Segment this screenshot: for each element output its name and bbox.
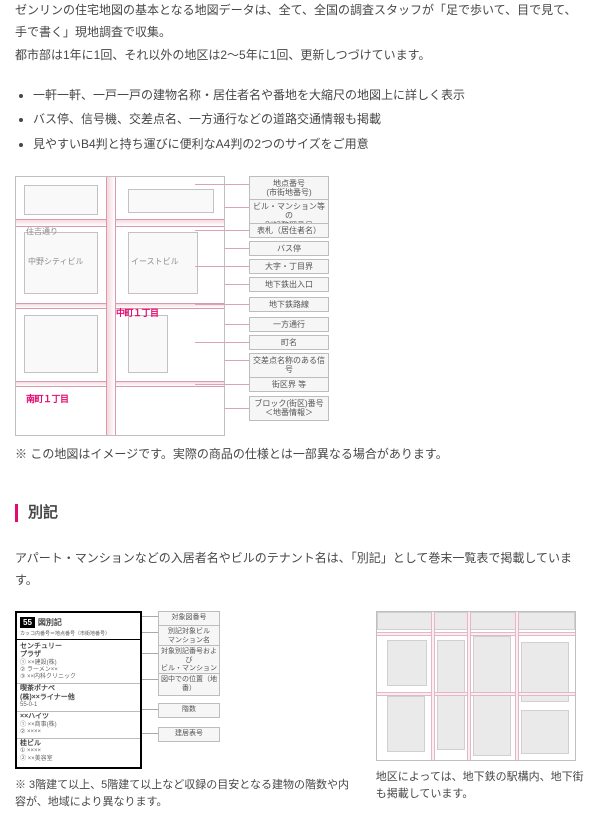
- legend-callout: 交差点名称のある信号: [249, 353, 329, 378]
- feature-list: 一軒一軒、一戸一戸の建物名称・居住者名や番地を大縮尺の地図上に詳しく表示 バス停…: [15, 85, 586, 156]
- feature-item: バス停、信号機、交差点名、一方通行などの道路交通情報も掲載: [33, 109, 586, 131]
- building-label: イーストビル: [131, 255, 179, 269]
- intro-line-1: ゼンリンの住宅地図の基本となる地図データは、全て、全国の調査スタッフが「足で歩い…: [15, 0, 586, 43]
- legend-callout: 街区界 等: [249, 377, 329, 393]
- section-lead: アパート・マンションなどの入居者名やビルのテナント名は、「別記」として巻末一覧表…: [15, 548, 586, 591]
- bekki-subtitle: カッコ内番号＝地点番号（市街地番号）: [17, 631, 140, 640]
- bekki-title: 図別記: [38, 618, 62, 628]
- legend-callout: 表札（居住者名）: [249, 223, 329, 239]
- bekki-left-note: ※ 3階建て以上、5階建て以上など収録の目安となる建物の階数や内容が、地域により…: [15, 777, 350, 811]
- accent-bar: [15, 504, 18, 522]
- legend-callout: 町名: [249, 335, 329, 351]
- ward-label: 中町１丁目: [116, 305, 159, 321]
- building-label: 中野シティビル: [28, 255, 84, 269]
- bekki-legend-callout: 建居表号: [158, 727, 220, 741]
- bekki-block-rows: ① ××建設(株)② ラーメン××③ ××内科クリニック: [20, 660, 137, 682]
- bekki-block-name: ××ハイツ: [20, 713, 137, 721]
- intro-line-2: 都市部は1年に1回、それ以外の地区は2〜5年に1回、更新しつづけています。: [15, 45, 586, 67]
- legend-callout: 一方通行: [249, 317, 329, 333]
- bekki-block-rows: ① ××××② ××美容室: [20, 748, 137, 762]
- bekki-right-note: 地区によっては、地下鉄の駅構内、地下街も掲載しています。: [376, 769, 586, 803]
- map-sample-image: 住吉通り 中野シティビル イーストビル 中町１丁目 南町１丁目: [15, 176, 225, 436]
- legend-callout: ブロック(街区)番号＜地番情報＞: [249, 396, 329, 421]
- callout-column: 地点番号(市街地番号) ビル・マンション等の別記整理番号 表札（居住者名） バス…: [225, 176, 586, 436]
- legend-callout: 大字・丁目界: [249, 259, 329, 275]
- bekki-block-name: 桂ビル: [20, 740, 137, 748]
- bekki-right-figure: 地区によっては、地下鉄の駅構内、地下街も掲載しています。: [376, 611, 586, 803]
- feature-item: 一軒一軒、一戸一戸の建物名称・居住者名や番地を大縮尺の地図上に詳しく表示: [33, 85, 586, 107]
- legend-callout: 地下鉄路線: [249, 297, 329, 313]
- intro-text: ゼンリンの住宅地図の基本となる地図データは、全て、全国の調査スタッフが「足で歩い…: [15, 0, 586, 67]
- page-badge: 55: [20, 617, 35, 628]
- bekki-listing: 55 図別記 カッコ内番号＝地点番号（市街地番号） センチュリープラザ ① ××…: [15, 611, 142, 768]
- bekki-legend-callout: 図中での位置（地番）: [158, 673, 220, 696]
- station-map-image: [376, 611, 576, 761]
- legend-callout: 地下鉄出入口: [249, 277, 329, 293]
- bekki-block-rows: ① ××商事(株)② ××××: [20, 722, 137, 736]
- bekki-callout-column: 対象図番号 別記対象ビルマンション名 対象別記番号およびビル・マンション名 図中…: [142, 611, 220, 768]
- bekki-left-figure: 55 図別記 カッコ内番号＝地点番号（市街地番号） センチュリープラザ ① ××…: [15, 611, 350, 811]
- section-header-bekki: 別記: [15, 499, 586, 526]
- map-figure: 住吉通り 中野シティビル イーストビル 中町１丁目 南町１丁目 地点番号(市街地…: [15, 176, 586, 466]
- bekki-row: 55 図別記 カッコ内番号＝地点番号（市街地番号） センチュリープラザ ① ××…: [15, 611, 586, 811]
- map-note: ※ この地図はイメージです。実際の商品の仕様とは一部異なる場合があります。: [15, 444, 586, 466]
- street-label: 住吉通り: [26, 225, 58, 239]
- legend-callout: 地点番号(市街地番号): [249, 176, 329, 201]
- ward-label: 南町１丁目: [26, 391, 69, 407]
- bekki-block-name: センチュリープラザ: [20, 643, 137, 660]
- feature-item: 見やすいB4判と持ち運びに便利なA4判の2つのサイズをご用意: [33, 134, 586, 156]
- bekki-legend-callout: 対象図番号: [158, 611, 220, 625]
- bekki-block-rows: 55-0-1: [20, 702, 137, 709]
- legend-callout: バス停: [249, 241, 329, 257]
- section-title: 別記: [28, 499, 58, 526]
- bekki-legend-callout: 階数: [158, 703, 220, 717]
